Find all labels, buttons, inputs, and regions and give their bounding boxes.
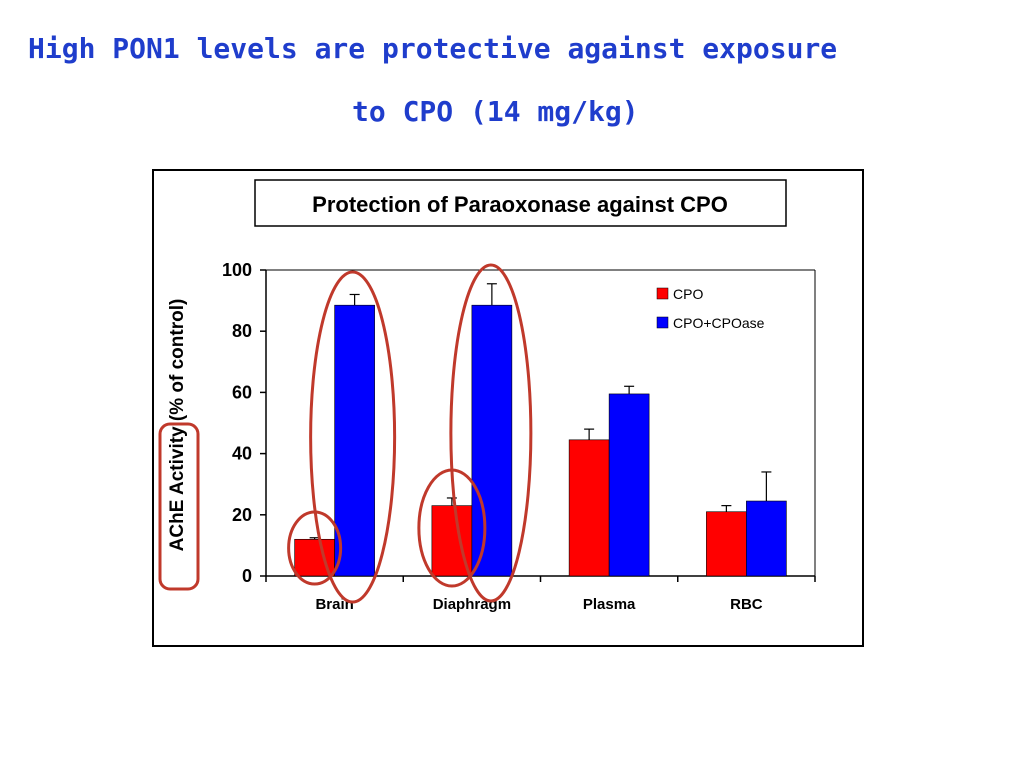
- legend-swatch: [656, 287, 669, 300]
- legend: CPO CPO+CPOase: [656, 286, 765, 331]
- y-axis-label-part1: AChE Activity: [167, 426, 188, 551]
- legend-swatch: [656, 316, 669, 329]
- y-tick-label: 20: [232, 505, 252, 525]
- bar-diaphragm-series-2: [471, 304, 513, 577]
- bar-plasma-series-2: [608, 393, 650, 577]
- legend-label: CPO+CPOase: [673, 315, 765, 331]
- slide-title: High PON1 levels are protective against …: [0, 0, 1024, 150]
- y-tick-label: 60: [232, 382, 252, 402]
- bar-rbc-series-2: [746, 500, 787, 577]
- slide-title-line-1: High PON1 levels are protective against …: [28, 32, 838, 65]
- y-tick-label: 100: [222, 260, 252, 280]
- highlight-ellipse: [309, 270, 397, 604]
- y-tick-label: 40: [232, 444, 252, 464]
- y-axis-label-part2: (% of control): [167, 299, 188, 427]
- bar-brain-series-2: [334, 304, 375, 577]
- bars: Brain Diaphragm Plasma RBC: [294, 283, 787, 613]
- x-category-label: Plasma: [583, 596, 636, 613]
- legend-label: CPO: [673, 286, 703, 302]
- x-category-label: RBC: [730, 596, 763, 613]
- slide-title-line-2: to CPO (14 mg/kg): [352, 95, 639, 128]
- ylabel-highlight-box: [158, 422, 200, 591]
- y-tick-label: 80: [232, 321, 252, 341]
- x-category-label: Brain: [315, 596, 353, 613]
- chart-title-box: [254, 179, 787, 227]
- highlight-ellipse: [449, 263, 533, 603]
- annotations: [287, 263, 533, 604]
- y-tick-label: 0: [242, 566, 252, 586]
- bar-rbc-series-1: [706, 511, 747, 577]
- chart-title: Protection of Paraoxonase against CPO: [312, 192, 728, 217]
- y-axis-label: AChE Activity (% of control): [167, 299, 188, 552]
- bar-plasma-series-1: [568, 439, 610, 577]
